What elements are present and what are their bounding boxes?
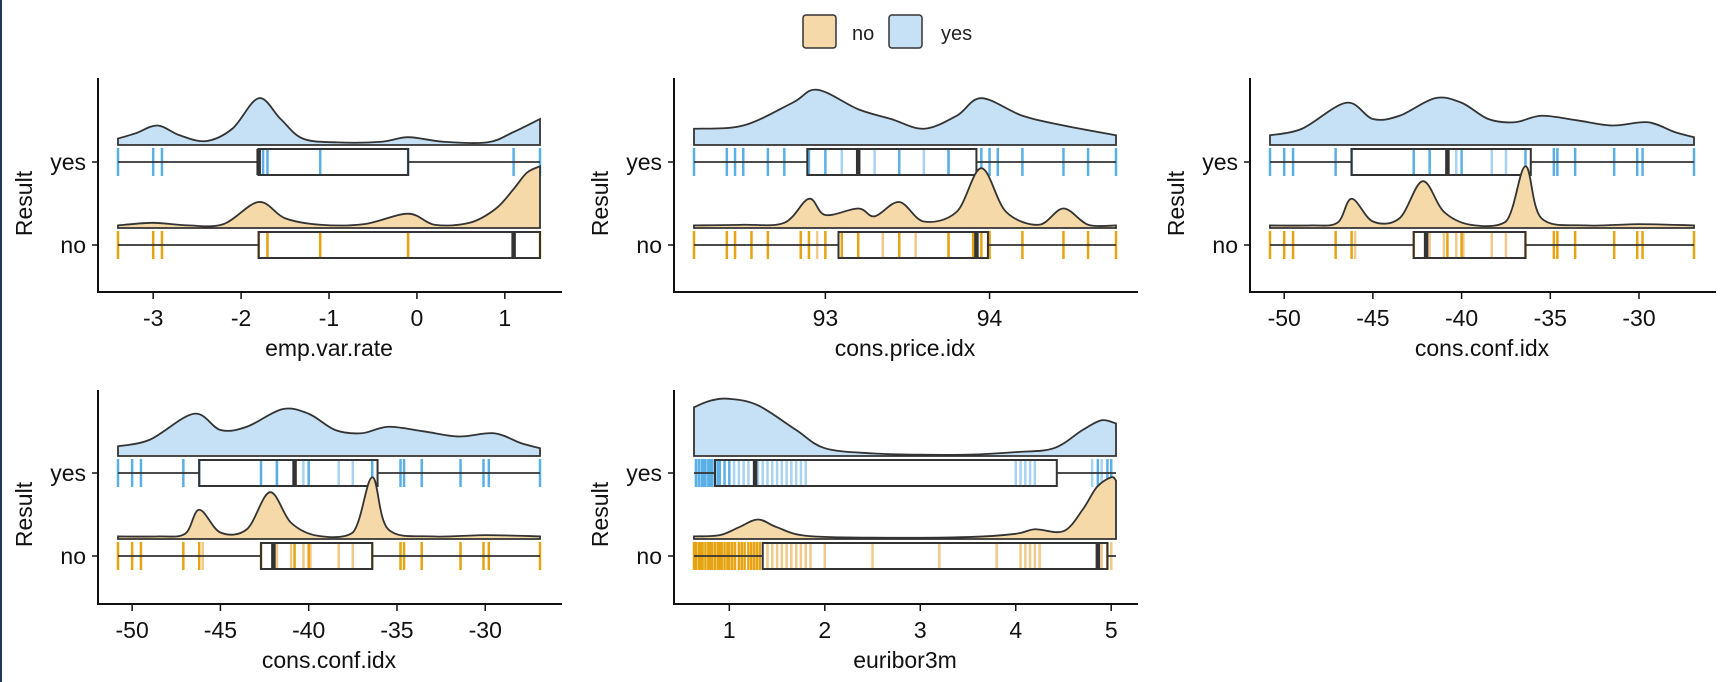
x-axis-label: cons.price.idx xyxy=(835,335,976,361)
x-tick-label: -45 xyxy=(204,617,237,643)
x-tick-label: 3 xyxy=(914,617,927,643)
panels: yes no Result -3 -2 -1 0 1 emp.var.rate yes no Resu… xyxy=(11,78,1716,673)
x-axis-label: cons.conf.idx xyxy=(262,647,397,673)
y-tick-label-yes: yes xyxy=(626,149,662,175)
x-tick-label: -2 xyxy=(231,305,251,331)
density-yes xyxy=(117,407,541,457)
panel-3: yes no Result -50 -45 -40 -35 -30 cons.conf.idx xyxy=(1163,78,1716,361)
y-tick-label-no: no xyxy=(60,543,86,569)
x-tick-label: -50 xyxy=(116,617,149,643)
box-yes xyxy=(198,459,379,487)
legend-label-yes: yes xyxy=(941,23,972,45)
box-no xyxy=(260,542,374,570)
x-tick-label: -30 xyxy=(1622,305,1655,331)
legend: no yes xyxy=(802,14,972,49)
box-yes xyxy=(714,459,1058,487)
panel-1: yes no Result -3 -2 -1 0 1 emp.var.rate xyxy=(11,78,562,361)
density-no xyxy=(693,476,1117,540)
y-tick-label-yes: yes xyxy=(626,460,662,486)
y-tick-label-no: no xyxy=(60,232,86,258)
y-tick-label-no: no xyxy=(636,232,662,258)
x-tick-label: 5 xyxy=(1105,617,1118,643)
legend-label-no: no xyxy=(852,23,874,45)
x-tick-label: 94 xyxy=(977,305,1003,331)
panel-5: yes no Result 1 2 3 4 5 euribor3m xyxy=(587,390,1138,673)
y-tick-label-yes: yes xyxy=(1202,149,1238,175)
box-no xyxy=(257,231,541,259)
y-tick-label-yes: yes xyxy=(50,149,86,175)
x-tick-label: 0 xyxy=(411,305,424,331)
y-axis-label: Result xyxy=(587,170,613,236)
x-tick-label: 1 xyxy=(723,617,736,643)
density-yes xyxy=(117,97,541,146)
density-no xyxy=(693,167,1117,229)
box-yes xyxy=(257,148,410,176)
x-tick-label: -35 xyxy=(380,617,413,643)
density-no xyxy=(1269,165,1695,229)
x-tick-label: -1 xyxy=(319,305,339,331)
legend-key-no[interactable] xyxy=(802,14,837,49)
box-no xyxy=(761,542,1109,570)
density-yes xyxy=(1269,96,1695,146)
x-tick-label: 2 xyxy=(818,617,831,643)
density-yes xyxy=(693,397,1117,457)
x-tick-label: -30 xyxy=(469,617,502,643)
y-axis-label: Result xyxy=(11,170,37,236)
x-axis-label: cons.conf.idx xyxy=(1415,335,1550,361)
x-tick-label: 4 xyxy=(1009,617,1022,643)
panel-4: yes no Result -50 -45 -40 -35 -30 cons.conf.idx xyxy=(11,390,562,673)
x-tick-label: -50 xyxy=(1268,305,1301,331)
density-no xyxy=(117,476,541,540)
x-tick-label: 93 xyxy=(813,305,839,331)
density-no xyxy=(117,164,541,229)
box-no xyxy=(837,231,989,259)
y-axis-label: Result xyxy=(11,481,37,547)
y-tick-label-yes: yes xyxy=(50,460,86,486)
x-tick-label: -40 xyxy=(1445,305,1478,331)
legend-key-yes[interactable] xyxy=(888,14,923,49)
x-axis-label: euribor3m xyxy=(853,647,957,673)
box-yes xyxy=(806,148,978,176)
density-yes xyxy=(693,88,1117,146)
x-tick-label: -3 xyxy=(143,305,163,331)
x-tick-label: -45 xyxy=(1356,305,1389,331)
box-yes xyxy=(1350,148,1532,176)
x-tick-label: -35 xyxy=(1534,305,1567,331)
box-no xyxy=(1412,231,1527,259)
x-axis-label: emp.var.rate xyxy=(265,335,393,361)
y-tick-label-no: no xyxy=(1212,232,1238,258)
y-axis-label: Result xyxy=(587,481,613,547)
y-tick-label-no: no xyxy=(636,543,662,569)
x-tick-label: -40 xyxy=(292,617,325,643)
y-axis-label: Result xyxy=(1163,170,1189,236)
x-tick-label: 1 xyxy=(498,305,511,331)
